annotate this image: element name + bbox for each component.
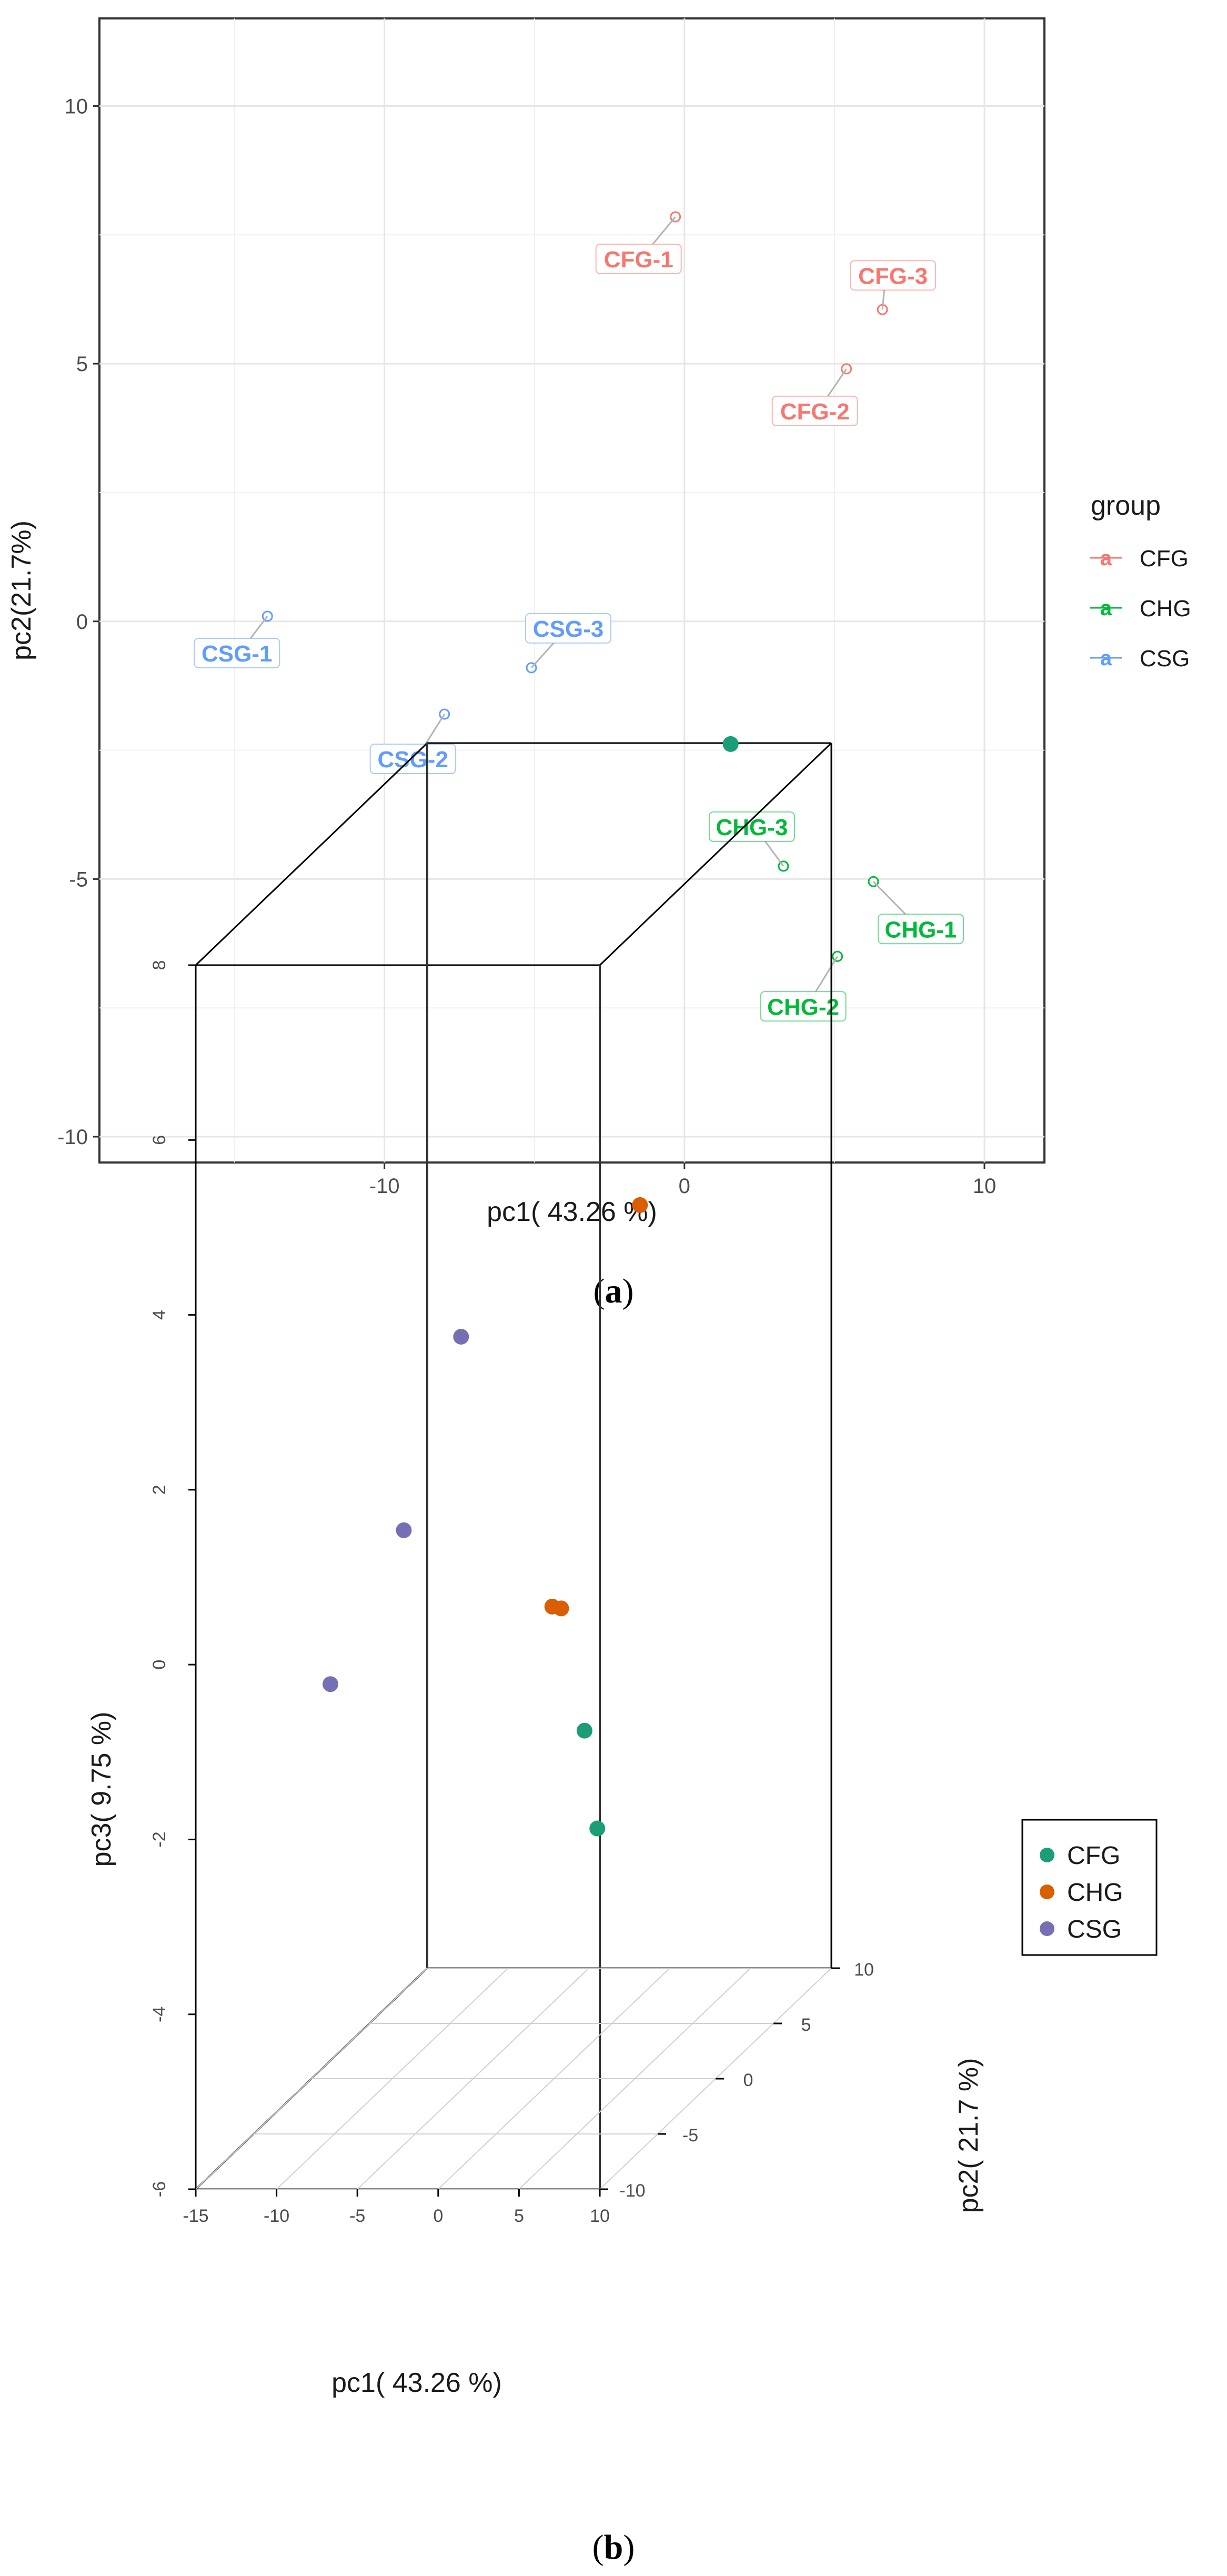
z-tick-label: -6 — [149, 2181, 169, 2197]
box-edge — [599, 742, 832, 966]
point-label: CFG-1 — [604, 247, 673, 273]
point-label-box — [708, 811, 795, 842]
point-label-box — [194, 637, 280, 668]
y-tick-label: 5 — [801, 2015, 811, 2035]
floor-grid — [195, 1968, 832, 2190]
point-label: CHG-1 — [885, 917, 957, 943]
point-label: CFG-2 — [780, 399, 850, 425]
data-point — [576, 1722, 592, 1739]
plot-background — [98, 17, 1045, 1164]
3d-box — [195, 742, 832, 2190]
z-tick-label: 8 — [149, 960, 169, 970]
legend-key-dot — [1040, 1921, 1054, 1936]
y-tick-label: 10 — [65, 95, 88, 118]
legend-key-glyph: a — [1100, 597, 1112, 620]
caption-a: (a) — [594, 1272, 634, 1310]
z-tick-label: -2 — [149, 1831, 169, 1847]
point-label-box — [878, 914, 964, 945]
z-tick-label: 6 — [149, 1135, 169, 1145]
legend: CFG CHG CSG — [1021, 1819, 1158, 1956]
box-edge — [195, 742, 428, 966]
axis-ticks: -6 -4 -2 0 2 4 6 8 -15 -10 -5 0 5 10 -10 -5 0 5 10 — [149, 960, 874, 2226]
z-axis-title: pc3( 9.75 %) — [86, 1712, 117, 1867]
y-tick-label: -5 — [682, 2126, 698, 2146]
point-label: CSG-1 — [202, 641, 272, 667]
x-tick-label: 0 — [433, 2206, 443, 2226]
data-point — [722, 736, 739, 752]
point-label-box — [771, 395, 858, 426]
z-tick-label: 4 — [149, 1310, 169, 1320]
point-labels: CFG-1CFG-2CFG-3CHG-1CHG-2CHG-3CSG-1CSG-2… — [194, 216, 964, 1022]
x-tick-label: -10 — [264, 2206, 289, 2226]
y-tick-label: -10 — [619, 2181, 645, 2201]
legend-key-dot — [1040, 1885, 1054, 1899]
y-tick-label: -5 — [69, 868, 88, 891]
point-label: CSG-2 — [377, 747, 448, 773]
legend-key-glyph: a — [1100, 547, 1112, 570]
legend-label: CFG — [1140, 546, 1189, 572]
legend-title: group — [1091, 490, 1161, 521]
x-axis-title: pc1( 43.26 %) — [487, 1197, 657, 1227]
point-label-box — [760, 991, 847, 1022]
x-tick-label: -15 — [183, 2206, 208, 2226]
panel-b-pca-3d: -6 -4 -2 0 2 4 6 8 -15 -10 -5 0 5 10 -10 -5 0 5 10 pc1( 43… — [86, 736, 1158, 2567]
point-label: CFG-3 — [858, 263, 928, 289]
y-tick-label: 0 — [743, 2070, 753, 2090]
caption-b: (b) — [592, 2528, 635, 2567]
data-point — [553, 1600, 569, 1617]
z-tick-label: -4 — [149, 2007, 169, 2022]
legend-key-dot — [1040, 1848, 1054, 1862]
data-points — [322, 736, 739, 1837]
point-label: CSG-3 — [533, 616, 604, 642]
point-label: CHG-2 — [767, 994, 839, 1020]
point-label-box — [595, 244, 682, 275]
legend-label: CHG — [1067, 1879, 1123, 1907]
x-tick-label: 10 — [590, 2206, 610, 2226]
legend-key-glyph: a — [1100, 647, 1112, 670]
point-label-box — [525, 613, 612, 644]
axes: -10 0 10 -10 -5 0 5 10 — [57, 95, 996, 1198]
y-tick-label: 5 — [76, 353, 88, 376]
x-tick-label: -10 — [369, 1175, 400, 1198]
legend-label: CHG — [1140, 596, 1191, 622]
z-tick-label: 0 — [149, 1660, 169, 1670]
data-point — [396, 1522, 412, 1538]
y-tick-label: -10 — [57, 1126, 88, 1149]
data-point — [632, 1197, 648, 1213]
x-tick-label: 10 — [973, 1175, 997, 1198]
legend-label: CFG — [1067, 1842, 1120, 1870]
z-tick-label: 2 — [149, 1485, 169, 1495]
x-tick-label: -5 — [349, 2206, 365, 2226]
point-label-box — [369, 744, 456, 775]
legend-label: CSG — [1067, 1916, 1122, 1943]
y-tick-label: 0 — [76, 610, 88, 634]
data-point — [453, 1329, 469, 1345]
y-axis-title: pc2( 21.7 %) — [953, 2058, 984, 2213]
x-axis-title: pc1( 43.26 %) — [331, 2368, 502, 2398]
x-tick-label: 0 — [679, 1175, 690, 1198]
y-tick-label: 10 — [854, 1960, 874, 1980]
data-point — [322, 1676, 338, 1692]
legend: group a CFG a CHG a CSG — [1090, 490, 1191, 671]
legend-label: CSG — [1140, 646, 1190, 671]
y-axis-title: pc2(21.7%) — [6, 520, 37, 660]
point-label-box — [850, 260, 937, 291]
data-point — [589, 1820, 606, 1837]
x-tick-label: 5 — [514, 2206, 524, 2226]
